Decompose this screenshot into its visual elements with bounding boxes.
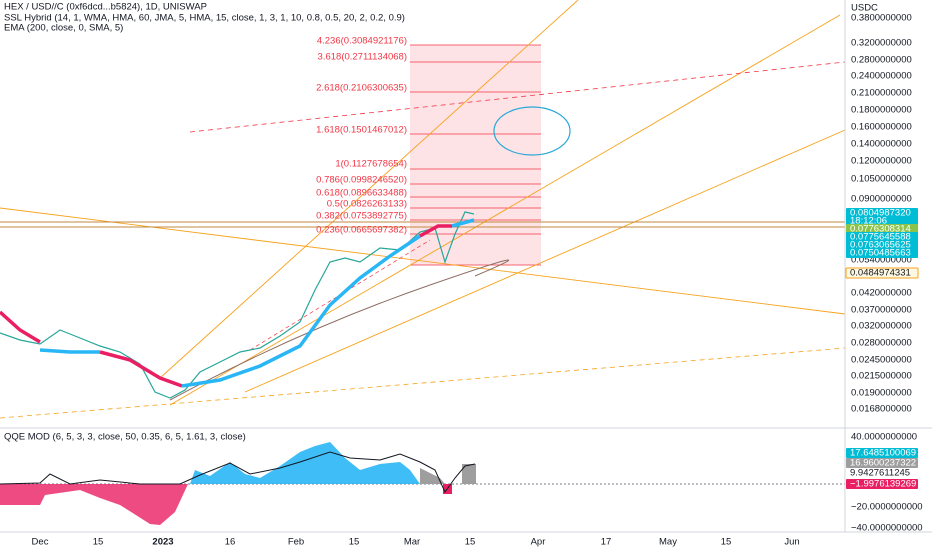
- price-label: 0.0900000000: [851, 194, 912, 205]
- histogram-neutral: [420, 468, 445, 484]
- time-label: 15: [465, 537, 476, 548]
- price-label: 0.0420000000: [851, 288, 912, 299]
- time-label: 16: [225, 537, 236, 548]
- time-label: May: [659, 537, 677, 548]
- time-label: 2023: [152, 537, 173, 548]
- price-label: 0.0540000000: [851, 255, 912, 266]
- price-label: 0.2800000000: [851, 55, 912, 66]
- oscillator-tag: −1.9976139269: [850, 479, 916, 490]
- price-label: 0.0168000000: [851, 404, 912, 415]
- price-label: 0.0280000000: [851, 338, 912, 349]
- price-tag: 0.0776308314: [850, 224, 911, 235]
- fib-label: 1.618(0.1501467012): [316, 125, 407, 136]
- chart-title: HEX / USD//C (0xf6dcd...b5824), 1D, UNIS…: [4, 2, 207, 13]
- price-label: 0.0245000000: [851, 355, 912, 366]
- currency-label: USDC: [851, 3, 878, 14]
- price-label: 0.1400000000: [851, 139, 912, 150]
- price-tag-bg: [846, 224, 918, 234]
- fib-lines: [410, 44, 541, 266]
- fib-label: 2.618(0.2106300635): [316, 83, 407, 94]
- price-label: 0.3800000000: [851, 13, 912, 24]
- time-label: 15: [349, 537, 360, 548]
- price-tag: 0.0775645588: [850, 232, 911, 243]
- price-tag-bg: [846, 232, 918, 242]
- price-label: 0.1800000000: [851, 105, 912, 116]
- oscillator-tag-bg: [846, 448, 918, 458]
- time-label: Feb: [288, 537, 304, 548]
- fib-label: 1(0.1127678654): [335, 159, 407, 170]
- price-label: 0.1050000000: [851, 174, 912, 185]
- fib-label: 0.236(0.0665697382): [316, 225, 407, 236]
- fib-label: 0.786(0.0998246520): [316, 175, 407, 186]
- price-label: 0.0320000000: [851, 321, 912, 332]
- time-label: 15: [93, 537, 104, 548]
- oscillator-tag-bg: [846, 479, 918, 489]
- time-label: Apr: [531, 537, 546, 548]
- oscillator-label: 40.0000000000: [851, 432, 917, 443]
- price-tag-bg: [846, 248, 918, 258]
- histogram-neutral: [462, 464, 476, 484]
- price-tag-bg: [846, 216, 918, 226]
- indicator-label: EMA (200, close, 0, SMA, 5): [4, 23, 123, 34]
- time-label: Dec: [32, 537, 49, 548]
- price-tag: 0.0750485663: [850, 248, 911, 259]
- price-label: 0.0190000000: [851, 388, 912, 399]
- oscillator-title: QQE MOD (6, 5, 3, 3, close, 50, 0.35, 6,…: [4, 432, 246, 443]
- indicator-label: SSL Hybrid (14, 1, WMA, HMA, 60, JMA, 5,…: [4, 13, 405, 24]
- oscillator-tag: 16.9600237322: [850, 458, 916, 469]
- time-label: 17: [601, 537, 612, 548]
- oscillator-tag: 9.9427611245: [850, 468, 910, 479]
- price-label: 0.1600000000: [851, 122, 912, 133]
- time-label: Jun: [784, 537, 799, 548]
- price-tag-bg: [846, 208, 918, 218]
- price-label: 0.0370000000: [851, 305, 912, 316]
- price-tag-bg: [846, 240, 918, 250]
- oscillator-label: −20.0000000000: [851, 502, 923, 513]
- price-label: 0.1200000000: [851, 156, 912, 167]
- price-tag: 0.0484974331: [850, 268, 911, 279]
- histogram-negative: [0, 484, 188, 525]
- fib-label: 3.618(0.2711134068): [318, 52, 407, 63]
- fib-label: 0.5(0.0826263133): [327, 199, 407, 210]
- oscillator-tag-bg: [846, 458, 918, 468]
- oscillator-tag: 17.6485100069: [850, 448, 916, 459]
- price-label: 0.3200000000: [851, 38, 912, 49]
- histogram-positive: [190, 442, 420, 484]
- price-label: 0.2100000000: [851, 88, 912, 99]
- time-label: Mar: [404, 537, 420, 548]
- qqe-line: [0, 451, 476, 493]
- price-tag-bg: [845, 267, 919, 279]
- fib-label: 0.618(0.0896633488): [316, 188, 407, 199]
- drawings: [0, 0, 846, 419]
- oscillator-label: −40.0000000000: [851, 523, 923, 534]
- oscillator-tag-bg: [846, 468, 918, 478]
- price-tag: 0.0763065625: [850, 240, 911, 251]
- price-tag: 18:12:06: [850, 216, 887, 227]
- fib-label: 0.382(0.0753892775): [316, 211, 407, 222]
- price-tag: 0.0804987320: [850, 208, 911, 219]
- price-label: 0.2400000000: [851, 71, 912, 82]
- price-label: 0.0215000000: [851, 371, 912, 382]
- time-label: 15: [721, 537, 732, 548]
- fib-label: 4.236(0.3084921176): [317, 36, 407, 47]
